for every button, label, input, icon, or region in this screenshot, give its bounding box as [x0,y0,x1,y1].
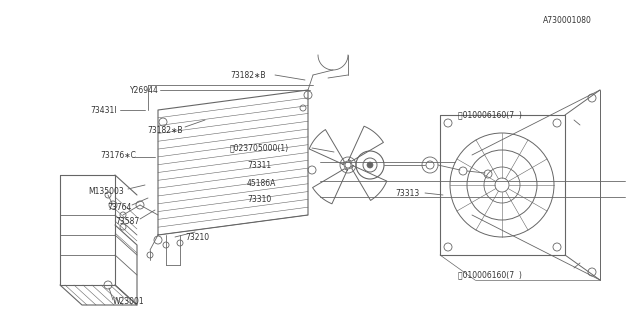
Text: 73587: 73587 [115,218,140,227]
Text: 73182∗B: 73182∗B [147,125,182,134]
Text: Y26944: Y26944 [130,85,159,94]
Circle shape [367,162,373,168]
Text: 73764: 73764 [107,204,131,212]
Text: 45186A: 45186A [247,179,276,188]
Text: 73311: 73311 [247,161,271,170]
Text: M135003: M135003 [88,188,124,196]
Text: 73310: 73310 [247,196,271,204]
Text: Ⓞ010006160(7  ): Ⓞ010006160(7 ) [458,110,522,119]
Text: 73176∗C: 73176∗C [100,150,136,159]
Text: A730001080: A730001080 [543,15,592,25]
Text: Ⓝ023705000(1): Ⓝ023705000(1) [230,143,289,153]
Text: W23001: W23001 [113,298,145,307]
Text: 73210: 73210 [185,234,209,243]
Text: 73182∗B: 73182∗B [230,70,266,79]
Text: Ⓞ010006160(7  ): Ⓞ010006160(7 ) [458,270,522,279]
Text: 73431I: 73431I [90,106,116,115]
Text: 73313: 73313 [395,188,419,197]
